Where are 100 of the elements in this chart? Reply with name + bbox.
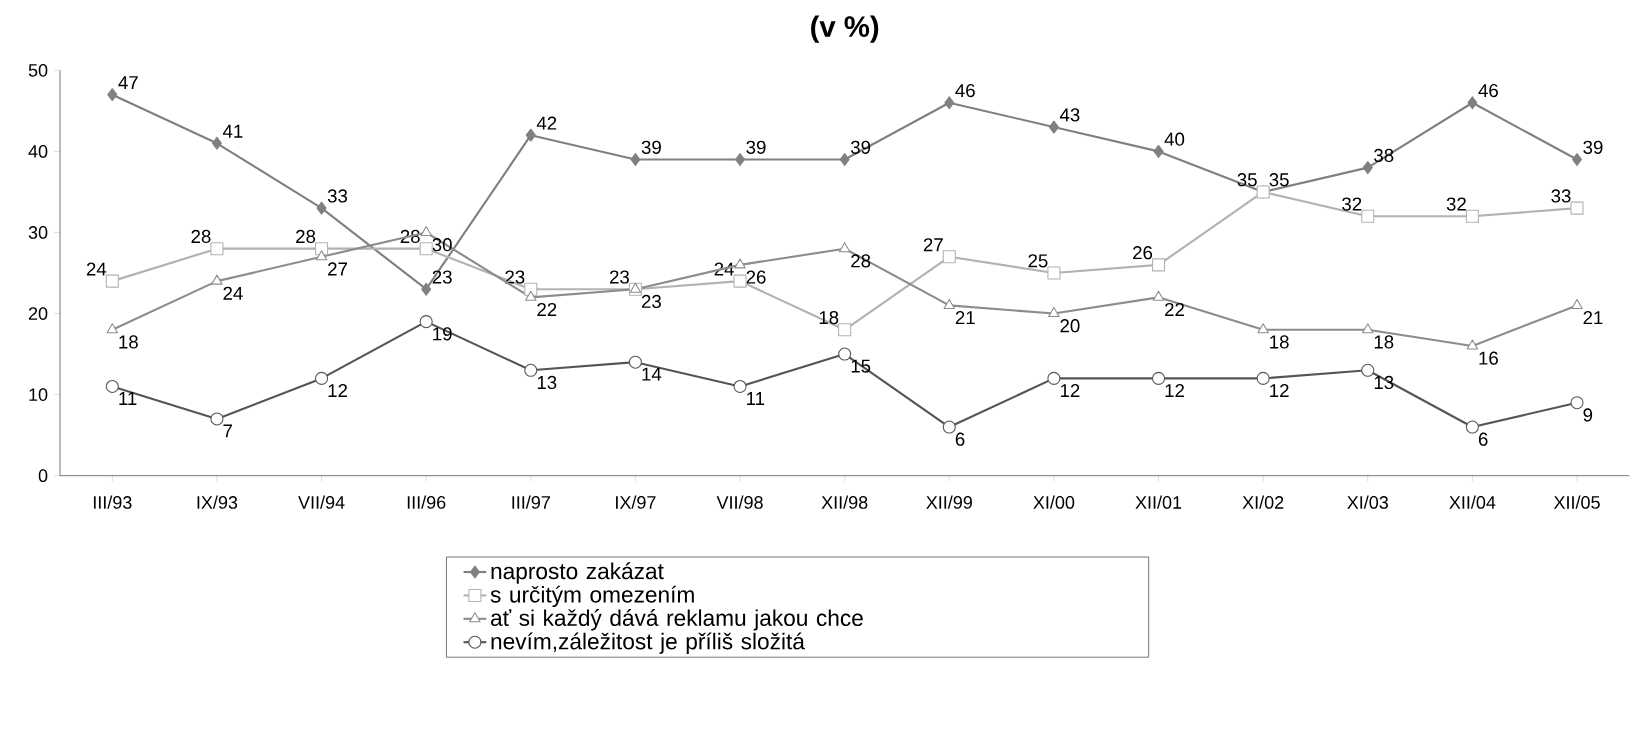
point [106,323,119,334]
data-label: 12 [1165,383,1184,398]
data-label: 23 [432,270,452,284]
data-label: 24 [86,262,107,276]
x-tick-label: III/96 [407,495,446,509]
data-label: 30 [432,238,452,252]
data-label: 11 [119,392,137,405]
legend-label: naprosto zakázat [491,562,664,584]
data-label: 41 [222,124,243,138]
data-label: 38 [1374,148,1394,163]
point [419,315,433,329]
data-label: 16 [1479,351,1498,365]
data-label: 27 [923,238,943,252]
point [944,96,955,110]
data-label: 22 [537,302,557,316]
point [525,290,537,301]
data-label: 26 [746,270,766,284]
point [838,242,851,253]
y-tick-label: 20 [28,307,48,320]
legend-label: nevím,záležitost je příliš složitá [491,632,805,654]
data-label: 18 [819,310,839,325]
point [1465,420,1479,434]
legend-label: s určitým omezením [490,585,694,608]
x-tick-label: VII/94 [298,495,345,509]
data-label: 33 [1551,189,1571,203]
point [942,420,956,434]
data-label: 35 [1237,173,1257,187]
chart-title: (v %) [811,15,879,43]
point [943,298,956,309]
data-label: 21 [1583,311,1603,325]
x-tick-label: XII/04 [1449,495,1496,509]
data-label: 40 [1164,132,1185,146]
x-tick-label: VII/98 [716,495,763,509]
data-label: 42 [536,116,557,130]
point [1362,323,1374,334]
point [107,88,118,102]
point [735,152,746,167]
x-tick-label: XII/05 [1553,495,1600,509]
legend-label: ať si každý dává reklamu jakou chce [490,609,863,631]
data-label: 32 [1342,197,1362,211]
data-label: 23 [610,270,629,284]
data-label: 18 [1270,335,1289,349]
point [1153,144,1164,158]
data-label: 28 [296,229,316,244]
data-label: 6 [1478,432,1488,446]
y-tick-label: 50 [28,63,48,77]
data-label: 12 [1060,383,1080,398]
data-label: 13 [1374,375,1394,390]
point [210,242,224,256]
data-label: 20 [1060,319,1080,333]
point [1467,96,1478,110]
point [1570,396,1584,410]
data-label: 13 [537,375,557,390]
point [316,201,327,215]
data-label: 12 [1270,383,1289,398]
x-tick-label: XI/02 [1242,495,1284,509]
y-tick-label: 40 [28,145,48,158]
data-label: 9 [1583,408,1593,422]
point [420,225,432,237]
data-label: 27 [328,262,347,276]
point [838,347,852,361]
point [630,152,641,167]
point [1571,298,1583,309]
y-tick-label: 30 [28,226,48,239]
point [524,363,538,377]
point [1048,120,1059,134]
point [1361,209,1375,223]
point [211,136,222,150]
point [1048,307,1060,318]
point [1361,363,1375,377]
point [628,355,642,369]
data-label: 6 [955,432,965,446]
point [105,274,119,288]
data-label: 43 [1059,108,1080,122]
x-tick-label: XII/01 [1135,495,1182,509]
data-label: 12 [328,383,347,398]
point [1257,323,1269,334]
y-tick-label: 10 [29,388,48,401]
point [105,379,119,394]
point [733,379,747,394]
data-label: 19 [433,327,452,341]
data-label: 25 [1028,254,1048,268]
data-label: 39 [641,140,661,154]
point [734,258,746,269]
data-label: 32 [1446,197,1466,211]
data-label: 47 [118,76,138,90]
y-tick-label: 0 [38,469,48,483]
data-label: 18 [119,335,138,349]
point [421,282,432,296]
data-label: 39 [746,140,766,154]
data-label: 7 [223,424,232,438]
data-label: 18 [1374,335,1394,349]
point [210,412,224,426]
point [838,323,852,337]
data-label: 46 [955,83,975,98]
data-label: 26 [1133,246,1153,260]
point [525,128,536,142]
point [211,274,223,285]
data-label: 39 [1583,140,1603,154]
point [315,371,329,385]
